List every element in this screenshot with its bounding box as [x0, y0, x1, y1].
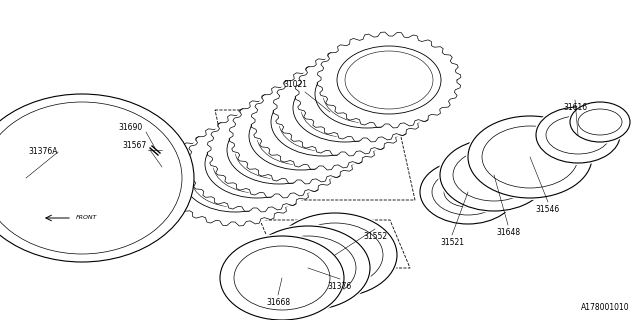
Ellipse shape — [274, 61, 416, 155]
Ellipse shape — [438, 137, 550, 213]
Ellipse shape — [568, 100, 632, 144]
Ellipse shape — [534, 105, 622, 165]
Text: 31376A: 31376A — [28, 148, 58, 156]
Ellipse shape — [164, 131, 306, 225]
Text: 31546: 31546 — [536, 205, 560, 214]
Text: 31521: 31521 — [440, 238, 464, 247]
Text: 31690: 31690 — [118, 123, 142, 132]
Text: 31648: 31648 — [496, 228, 520, 237]
Ellipse shape — [466, 114, 594, 200]
Ellipse shape — [271, 211, 399, 299]
Text: 31552: 31552 — [363, 232, 387, 241]
Ellipse shape — [318, 33, 460, 127]
Ellipse shape — [218, 234, 346, 320]
Ellipse shape — [296, 47, 438, 141]
Ellipse shape — [252, 75, 394, 169]
Ellipse shape — [0, 94, 194, 262]
Text: FRONT: FRONT — [76, 215, 97, 220]
Ellipse shape — [208, 103, 350, 197]
Text: 31021: 31021 — [283, 80, 307, 89]
Ellipse shape — [186, 117, 328, 211]
Text: 31668: 31668 — [266, 298, 290, 307]
Ellipse shape — [244, 224, 372, 312]
Text: A178001010: A178001010 — [581, 303, 630, 312]
Text: 31376: 31376 — [328, 282, 352, 291]
Ellipse shape — [418, 158, 518, 226]
Text: 31616: 31616 — [563, 103, 587, 112]
Ellipse shape — [230, 89, 372, 183]
Text: 31567: 31567 — [122, 141, 147, 150]
